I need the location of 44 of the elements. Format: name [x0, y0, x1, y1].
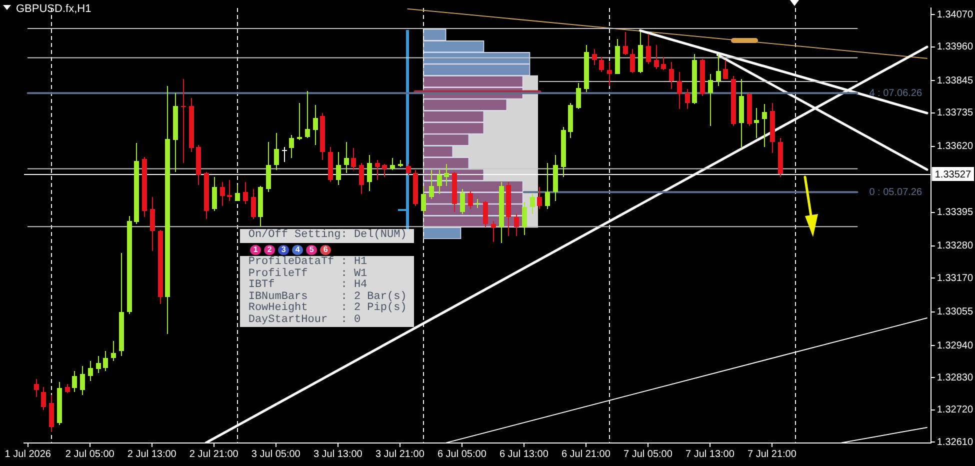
x-tick-label: 7 Jul 13:00 [685, 448, 735, 460]
y-tick-label: 1.33280 [936, 240, 974, 252]
x-tick-label: 2 Jul 21:00 [189, 448, 239, 460]
x-tick-label: 2 Jul 05:00 [65, 448, 115, 460]
annotation: DayStartHour : 0 [248, 314, 361, 326]
annotation: ProfileDataTf : H1 [248, 256, 368, 268]
y-tick-label: 1.33395 [936, 207, 974, 218]
annotation: On/Off Setting: Del(NUM) [248, 229, 407, 242]
y-tick-label: 1.32940 [936, 340, 974, 352]
y-tick-label: 1.33055 [936, 306, 974, 318]
x-tick-label: 7 Jul 21:00 [747, 448, 797, 460]
toggle-button: 3 [278, 244, 289, 256]
y-tick-label: 1.33845 [936, 75, 974, 86]
toggle-button: 1 [250, 244, 261, 256]
x-tick-label: 1 Jul 2026 [4, 448, 52, 460]
y-tick-label: 1.32830 [936, 372, 974, 384]
x-tick-label: 6 Jul 21:00 [561, 448, 611, 460]
toggle-button: 6 [320, 244, 331, 256]
toggle-button: 4 [292, 244, 303, 256]
y-tick-label: 1.34070 [936, 9, 974, 20]
x-tick-label: 7 Jul 05:00 [623, 448, 673, 460]
y-tick-label: 1.33620 [936, 141, 974, 152]
x-tick-label: 3 Jul 13:00 [313, 448, 363, 460]
x-tick-label: 6 Jul 13:00 [499, 448, 549, 460]
annotation: IBNumBars : 2 Bar(s) [248, 290, 407, 303]
chart-title: GBPUSD.fx,H1 [16, 3, 92, 16]
annotation: RowHeight : 2 Pip(s) [248, 302, 407, 314]
series-label: 4 : 07.06.26 [869, 88, 922, 99]
ref-line-label: 1.33527 [934, 169, 972, 180]
y-tick-label: 1.32720 [936, 404, 974, 416]
y-tick-label: 1.33735 [936, 108, 974, 119]
series-label: 0 : 05.07.26 [869, 186, 922, 198]
annotation: ProfileTf : W1 [248, 268, 368, 280]
annotation: IBTf : H4 [248, 279, 368, 292]
y-tick-label: 1.33960 [936, 42, 974, 53]
x-tick-label: 3 Jul 05:00 [251, 448, 301, 460]
y-tick-label: 1.32610 [936, 436, 974, 448]
x-tick-label: 3 Jul 21:00 [375, 448, 425, 460]
x-tick-label: 6 Jul 05:00 [437, 448, 487, 460]
x-tick-label: 2 Jul 13:00 [127, 448, 177, 460]
settings-header: On/Off Setting: Del(NUM) [240, 229, 414, 244]
y-tick-label: 1.33170 [936, 272, 974, 284]
toggle-button: 2 [264, 244, 275, 256]
toggle-button: 5 [306, 244, 317, 256]
